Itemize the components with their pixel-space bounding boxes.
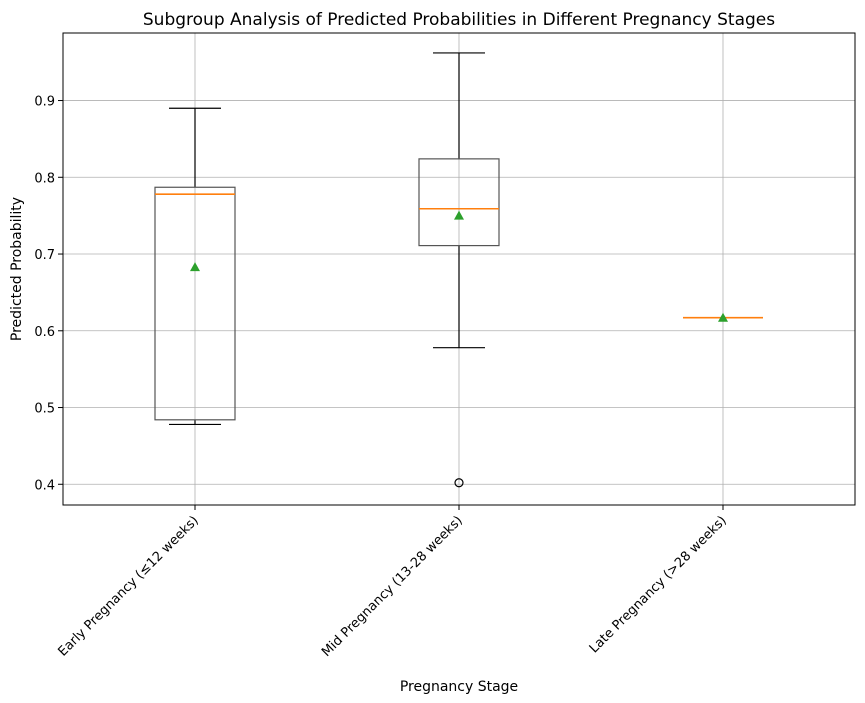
y-tick-label: 0.4 bbox=[34, 478, 55, 493]
box-group-1 bbox=[154, 107, 236, 426]
box-group-2 bbox=[418, 52, 500, 488]
mean-marker bbox=[718, 312, 728, 322]
y-tick-label: 0.6 bbox=[34, 325, 55, 340]
y-tick-label: 0.5 bbox=[34, 402, 55, 417]
iqr-box bbox=[154, 186, 236, 421]
chart-title: Subgroup Analysis of Predicted Probabili… bbox=[143, 10, 775, 30]
x-tick-label: Mid Pregnancy (13-28 weeks) bbox=[319, 513, 466, 660]
y-axis-label: Predicted Probability bbox=[9, 197, 25, 341]
x-axis-ticks: Early Pregnancy (≤12 weeks) Mid Pregnancy… bbox=[55, 505, 730, 660]
y-tick-label: 0.9 bbox=[34, 95, 55, 110]
x-tick-label: Early Pregnancy (≤12 weeks) bbox=[55, 513, 201, 659]
box-group-3 bbox=[683, 312, 763, 322]
x-axis-label: Pregnancy Stage bbox=[400, 679, 518, 695]
mean-marker bbox=[190, 262, 200, 272]
y-axis-ticks: 0.4 0.5 0.6 0.7 0.8 0.9 bbox=[34, 95, 63, 493]
outlier-point bbox=[454, 478, 464, 488]
iqr-box bbox=[418, 158, 500, 247]
plot-area-frame bbox=[62, 32, 856, 506]
y-tick-label: 0.7 bbox=[34, 248, 55, 263]
mean-marker bbox=[454, 210, 464, 220]
box-series bbox=[154, 52, 763, 488]
y-tick-label: 0.8 bbox=[34, 171, 55, 186]
x-tick-label: Late Pregnancy (>28 weeks) bbox=[587, 513, 730, 656]
